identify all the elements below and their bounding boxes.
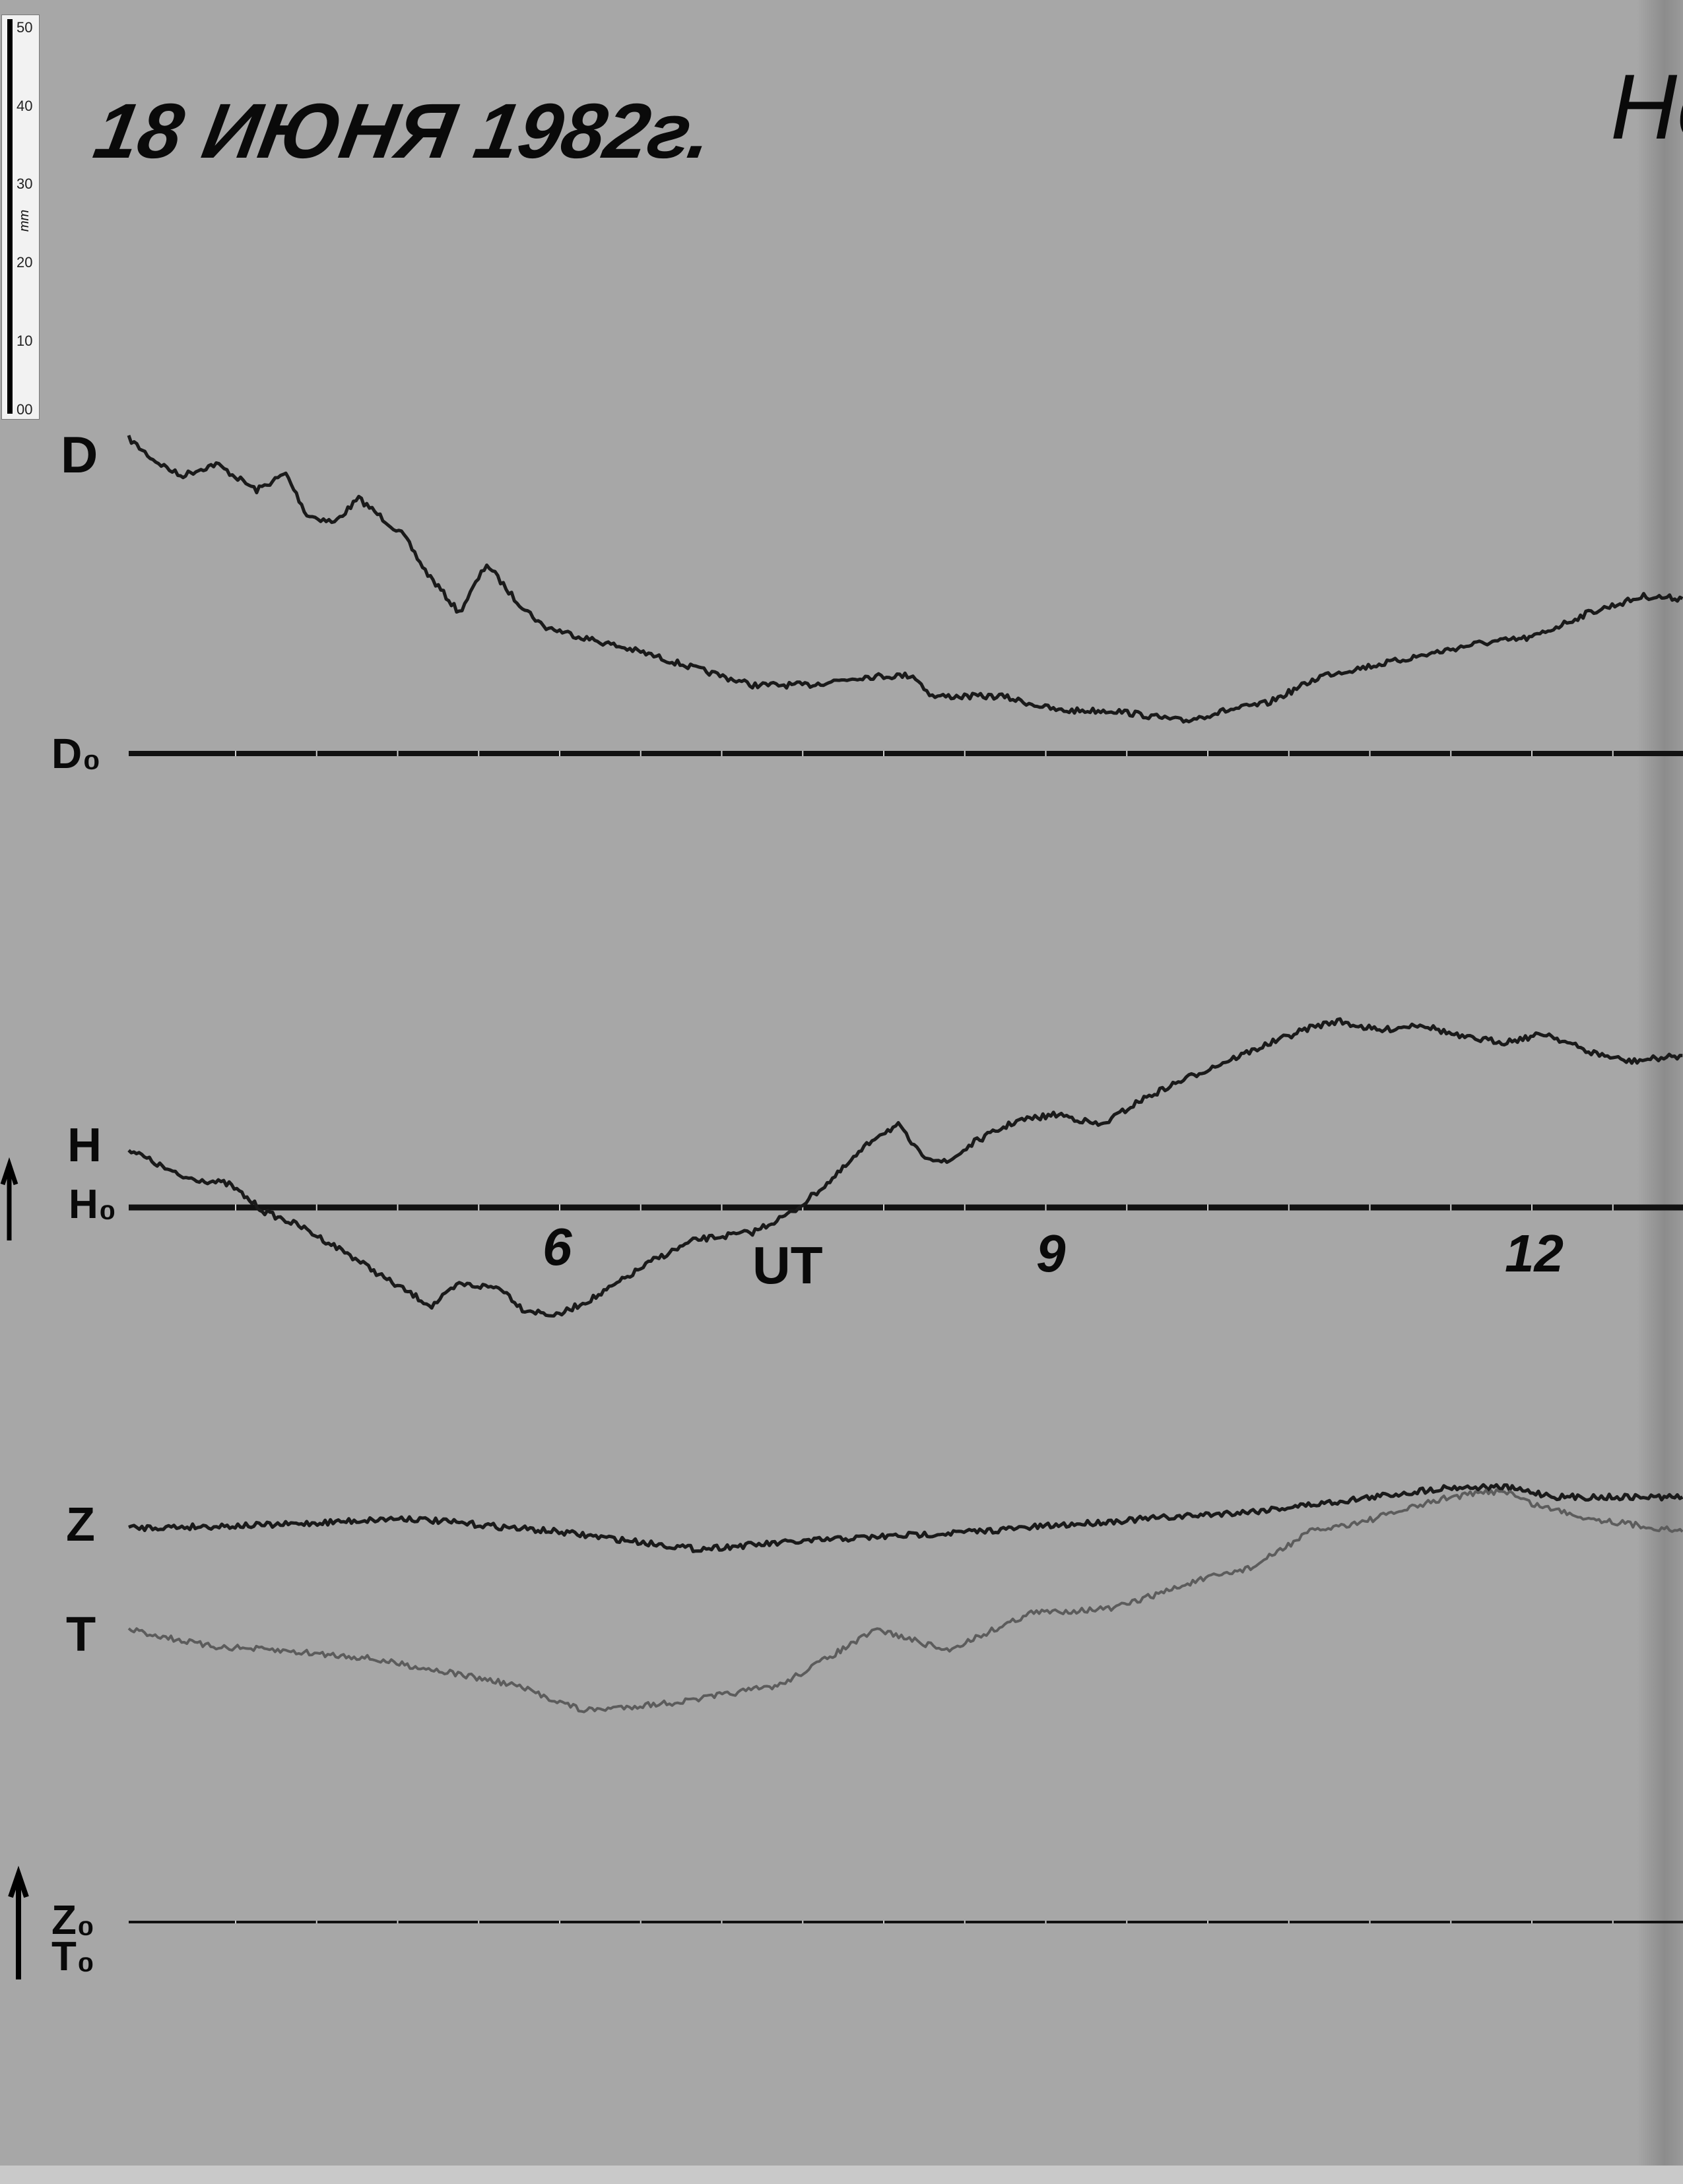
station-label-partial: Нс (1610, 55, 1683, 158)
x-tick-label: 12 (1505, 1224, 1564, 1283)
trace-h (127, 1017, 1683, 1318)
series-label-t: T (66, 1607, 96, 1661)
baseline-label-d0: D₀ (51, 730, 102, 777)
baseline-label-h0: H₀ (69, 1182, 117, 1227)
baseline-label-z0: Z₀ (51, 1898, 95, 1943)
x-tick-label: 9 (1036, 1224, 1066, 1283)
series-label-d: D (61, 426, 98, 484)
paper-edge-shadow (1637, 0, 1683, 2184)
ruler-bar (7, 19, 13, 414)
scanner-bottom-strip (0, 2166, 1683, 2184)
ruler-tick-label: 20 (16, 254, 33, 271)
trace-z (128, 1483, 1683, 1553)
scale-ruler: 50 40 30 mm 20 10 00 (1, 15, 40, 420)
ruler-tick-label: 10 (16, 333, 33, 349)
series-label-z: Z (66, 1498, 95, 1551)
ruler-tick-label: 40 (16, 98, 33, 114)
series-label-h: H (67, 1119, 102, 1172)
x-tick-label: 6 (543, 1217, 572, 1276)
ruler-tick-label: 00 (16, 401, 33, 418)
ruler-tick-label: 30 (16, 176, 33, 192)
trace-t (127, 1488, 1683, 1714)
baseline-label-t0: T₀ (51, 1934, 95, 1979)
trace-d (127, 434, 1683, 724)
arrow-up-icon (0, 1157, 18, 1240)
arrow-up-icon (8, 1865, 29, 1979)
x-axis-label-ut: UT (752, 1236, 823, 1295)
ruler-tick-label: 50 (16, 19, 33, 36)
